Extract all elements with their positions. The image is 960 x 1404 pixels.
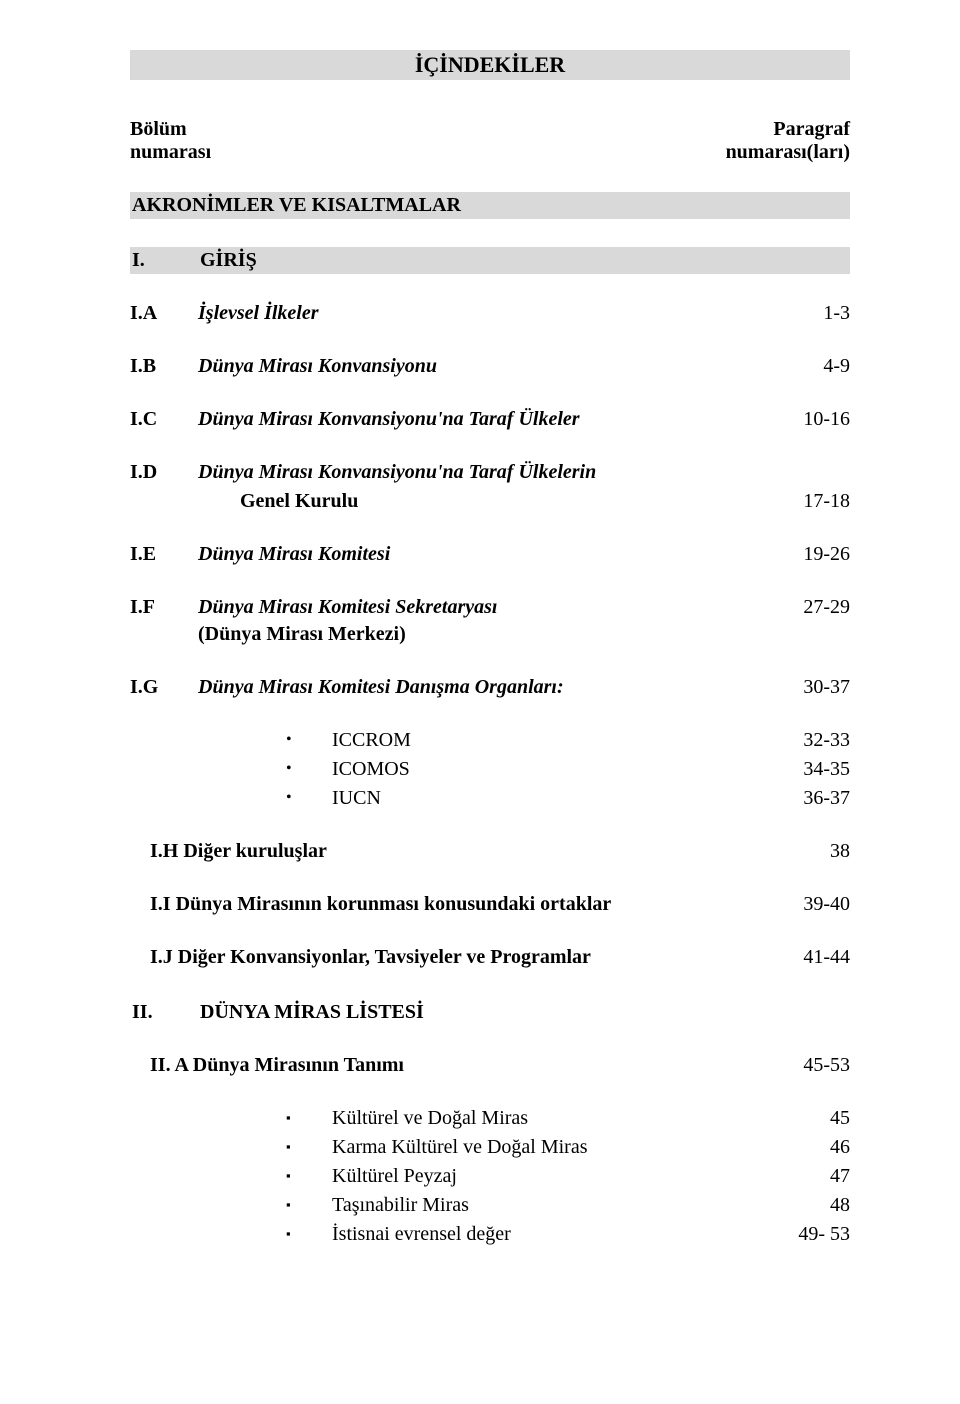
bullet-label: ICCROM [332, 729, 760, 752]
toc-row-IA: I.A İşlevsel İlkeler 1-3 [130, 302, 850, 325]
toc-num: I.E [130, 543, 198, 566]
toc-label: (Dünya Mirası Merkezi) [198, 623, 760, 646]
toc-label: Dünya Mirası Komitesi Sekretaryası [198, 596, 760, 619]
bullet-item: Karma Kültürel ve Doğal Miras 46 [130, 1136, 850, 1159]
toc-pages: 10-16 [760, 408, 850, 431]
toc-pages: 27-29 [760, 596, 850, 619]
bullet-icon [286, 1165, 332, 1188]
bullet-item: Kültürel Peyzaj 47 [130, 1165, 850, 1188]
bullet-label: Taşınabilir Miras [332, 1194, 760, 1217]
toc-label: I.H Diğer kuruluşlar [150, 840, 760, 863]
toc-pages: 19-26 [760, 543, 850, 566]
toc-row-IIA: II. A Dünya Mirasının Tanımı 45-53 [130, 1054, 850, 1077]
toc-row-IF-cont: (Dünya Mirası Merkezi) [130, 623, 850, 646]
toc-num: I.A [130, 302, 198, 325]
section-II-heading: II. DÜNYA MİRAS LİSTESİ [130, 999, 850, 1026]
toc-pages: 1-3 [760, 302, 850, 325]
page-title: İÇİNDEKİLER [415, 52, 565, 77]
toc-pages: 30-37 [760, 676, 850, 699]
toc-label: I.J Diğer Konvansiyonlar, Tavsiyeler ve … [150, 946, 760, 969]
bullet-pages: 47 [760, 1165, 850, 1188]
toc-row-IJ: I.J Diğer Konvansiyonlar, Tavsiyeler ve … [130, 946, 850, 969]
bullet-pages: 48 [760, 1194, 850, 1217]
bullet-item: ICCROM 32-33 [130, 729, 850, 752]
toc-pages: 38 [760, 840, 850, 863]
bullet-icon [286, 1107, 332, 1130]
toc-pages: 45-53 [760, 1054, 850, 1077]
col-header-right: Paragraf numarası(ları) [726, 118, 850, 164]
toc-label: Dünya Mirası Konvansiyonu'na Taraf Ülkel… [198, 408, 760, 431]
bullet-item: Kültürel ve Doğal Miras 45 [130, 1107, 850, 1130]
acronyms-heading-text: AKRONİMLER VE KISALTMALAR [132, 194, 461, 216]
section-II-number: II. [132, 1001, 200, 1024]
bullet-label: ICOMOS [332, 758, 760, 781]
toc-pages: 41-44 [760, 946, 850, 969]
toc-num: I.D [130, 461, 198, 484]
toc-num: I.B [130, 355, 198, 378]
toc-row-IG: I.G Dünya Mirası Komitesi Danışma Organl… [130, 676, 850, 699]
col-header-left-line1: Bölüm [130, 118, 211, 141]
col-header-left: Bölüm numarası [130, 118, 211, 164]
bullet-pages: 45 [760, 1107, 850, 1130]
toc-label: Dünya Mirası Konvansiyonu'na Taraf Ülkel… [198, 461, 760, 484]
bullet-pages: 34-35 [760, 758, 850, 781]
IIA-bullet-list: Kültürel ve Doğal Miras 45 Karma Kültüre… [130, 1107, 850, 1246]
bullet-icon [286, 1223, 332, 1246]
toc-row-II-partners: I.I Dünya Mirasının korunması konusundak… [130, 893, 850, 916]
toc-label: İşlevsel İlkeler [198, 302, 760, 325]
bullet-pages: 36-37 [760, 787, 850, 810]
col-header-right-line1: Paragraf [726, 118, 850, 141]
bullet-label: Karma Kültürel ve Doğal Miras [332, 1136, 760, 1159]
toc-row-ID: I.D Dünya Mirası Konvansiyonu'na Taraf Ü… [130, 461, 850, 484]
bullet-item: ICOMOS 34-35 [130, 758, 850, 781]
toc-column-headers: Bölüm numarası Paragraf numarası(ları) [130, 118, 850, 164]
bullet-pages: 46 [760, 1136, 850, 1159]
bullet-label: Kültürel ve Doğal Miras [332, 1107, 760, 1130]
IG-bullet-list: ICCROM 32-33 ICOMOS 34-35 IUCN 36-37 [130, 729, 850, 810]
toc-label: Dünya Mirası Komitesi Danışma Organları: [198, 676, 760, 699]
toc-row-IF: I.F Dünya Mirası Komitesi Sekretaryası 2… [130, 596, 850, 619]
bullet-icon [286, 787, 332, 810]
toc-label: I.I Dünya Mirasının korunması konusundak… [150, 893, 760, 916]
toc-pages: 4-9 [760, 355, 850, 378]
toc-label: Genel Kurulu [240, 490, 760, 513]
bullet-label: İstisnai evrensel değer [332, 1223, 760, 1246]
bullet-icon [286, 729, 332, 752]
toc-row-IC: I.C Dünya Mirası Konvansiyonu'na Taraf Ü… [130, 408, 850, 431]
toc-row-IE: I.E Dünya Mirası Komitesi 19-26 [130, 543, 850, 566]
toc-pages: 39-40 [760, 893, 850, 916]
toc-num: I.C [130, 408, 198, 431]
bullet-item: Taşınabilir Miras 48 [130, 1194, 850, 1217]
toc-num: I.G [130, 676, 198, 699]
section-I-heading: I. GİRİŞ [130, 247, 850, 274]
bullet-item: İstisnai evrensel değer 49- 53 [130, 1223, 850, 1246]
toc-row-ID-cont: Genel Kurulu 17-18 [130, 490, 850, 513]
toc-label: II. A Dünya Mirasının Tanımı [150, 1054, 760, 1077]
acronyms-heading: AKRONİMLER VE KISALTMALAR [130, 192, 850, 219]
col-header-right-line2: numarası(ları) [726, 141, 850, 164]
bullet-pages: 49- 53 [760, 1223, 850, 1246]
bullet-pages: 32-33 [760, 729, 850, 752]
toc-num: I.F [130, 596, 198, 619]
section-I-label: GİRİŞ [200, 249, 257, 272]
toc-row-IB: I.B Dünya Mirası Konvansiyonu 4-9 [130, 355, 850, 378]
toc-row-IH: I.H Diğer kuruluşlar 38 [130, 840, 850, 863]
bullet-label: Kültürel Peyzaj [332, 1165, 760, 1188]
bullet-icon [286, 1194, 332, 1217]
bullet-icon [286, 1136, 332, 1159]
toc-pages: 17-18 [760, 490, 850, 513]
toc-label: Dünya Mirası Komitesi [198, 543, 760, 566]
toc-label: Dünya Mirası Konvansiyonu [198, 355, 760, 378]
bullet-icon [286, 758, 332, 781]
bullet-item: IUCN 36-37 [130, 787, 850, 810]
col-header-left-line2: numarası [130, 141, 211, 164]
page-title-bar: İÇİNDEKİLER [130, 50, 850, 80]
section-I-number: I. [132, 249, 200, 272]
section-II-label: DÜNYA MİRAS LİSTESİ [200, 1001, 424, 1024]
bullet-label: IUCN [332, 787, 760, 810]
